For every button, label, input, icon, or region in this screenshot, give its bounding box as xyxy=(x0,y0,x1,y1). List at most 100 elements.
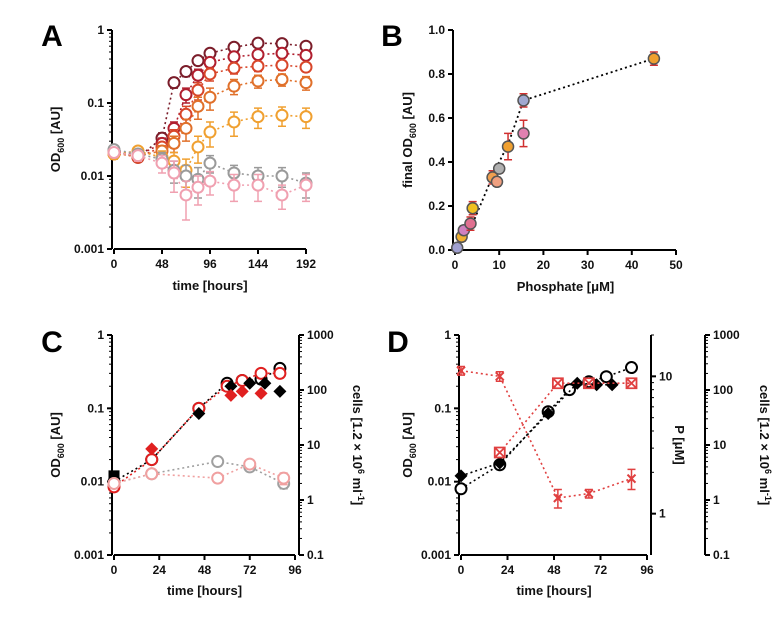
data-point xyxy=(235,384,249,398)
data-point xyxy=(273,384,287,398)
data-point xyxy=(299,60,313,74)
y-tick-label: 0.01 xyxy=(81,169,105,183)
data-point xyxy=(145,442,159,456)
data-point xyxy=(224,388,238,402)
series-line xyxy=(113,460,285,485)
panel-letter: D xyxy=(387,326,409,359)
x-tick-label: 10 xyxy=(493,258,507,272)
data-point xyxy=(454,469,468,483)
data-point xyxy=(625,377,638,390)
data-point xyxy=(258,376,272,390)
y2-axis-label-end: ] xyxy=(350,501,365,505)
data-point xyxy=(167,136,181,150)
data-point xyxy=(275,58,289,72)
x-tick-label: 0 xyxy=(111,257,118,271)
data-point xyxy=(605,378,619,392)
series-line xyxy=(113,78,307,157)
y-tick-label: 1 xyxy=(444,328,451,342)
series-2 xyxy=(456,365,637,509)
y2-tick-label: 10 xyxy=(659,369,673,383)
data-point xyxy=(251,59,265,73)
data-point xyxy=(251,36,265,50)
data-point xyxy=(599,370,613,384)
data-point xyxy=(275,169,289,183)
y-axis-label: final OD600 [AU] xyxy=(400,92,418,188)
data-point xyxy=(227,50,241,64)
data-point xyxy=(191,99,205,113)
x-axis-label: time [hours] xyxy=(516,583,591,598)
x-tick-label: 96 xyxy=(288,563,302,577)
data-point xyxy=(179,121,193,135)
data-point xyxy=(517,127,530,140)
data-point xyxy=(227,115,241,129)
data-point xyxy=(275,188,289,202)
x-tick-label: 144 xyxy=(248,257,268,271)
x-tick-label: 50 xyxy=(669,258,683,272)
y-axis-label-text: final OD xyxy=(400,138,415,188)
data-point xyxy=(191,68,205,82)
y2-axis-label: cells [1.2 × 106 ml-1] xyxy=(757,385,773,505)
y2-tick-label: 0.1 xyxy=(713,548,730,562)
data-point xyxy=(299,76,313,90)
data-point xyxy=(275,46,289,60)
data-point xyxy=(273,366,287,380)
data-point xyxy=(107,145,121,159)
data-point xyxy=(454,482,468,496)
y2-axis-label-sup: 6 xyxy=(763,469,773,474)
data-point xyxy=(191,140,205,154)
data-point xyxy=(275,108,289,122)
data-point xyxy=(167,76,181,90)
panel-letter: C xyxy=(41,326,63,359)
y-tick-label: 0.001 xyxy=(74,242,104,256)
fit-line xyxy=(454,57,655,249)
data-point xyxy=(450,241,464,255)
data-point xyxy=(553,493,563,503)
data-point xyxy=(179,107,193,121)
x-tick-label: 72 xyxy=(594,563,608,577)
data-point xyxy=(299,178,313,192)
x-tick-label: 20 xyxy=(537,258,551,272)
y2-tick-label: 1 xyxy=(307,493,314,507)
data-point xyxy=(251,178,265,192)
data-point xyxy=(563,383,576,397)
data-point xyxy=(203,90,217,104)
y2-axis-label-text: cells [1.2 × 10 xyxy=(757,385,772,469)
y2-axis-label: cells [1.2 × 106 ml-1] xyxy=(350,385,366,505)
data-point xyxy=(179,65,193,79)
x-tick-label: 48 xyxy=(155,257,169,271)
y2-axis-label-unit: ml xyxy=(757,474,772,493)
x-tick-label: 48 xyxy=(198,563,212,577)
data-point xyxy=(456,365,466,376)
data-point xyxy=(131,149,145,163)
data-point xyxy=(490,175,504,189)
y-axis-label: OD600 [AU] xyxy=(400,412,418,478)
x-tick-label: 24 xyxy=(501,563,515,577)
y-tick-label: 0.001 xyxy=(421,548,451,562)
data-point xyxy=(570,376,584,390)
data-point xyxy=(251,48,265,62)
y-axis-label-sub: 600 xyxy=(408,123,418,138)
data-point xyxy=(243,376,257,390)
y-tick-label: 0.2 xyxy=(428,199,445,213)
y-tick-label: 0.01 xyxy=(428,475,452,489)
series-6 xyxy=(107,457,291,490)
y2-tick-label: 100 xyxy=(307,383,327,397)
data-point xyxy=(582,377,595,390)
data-point xyxy=(145,467,159,481)
data-point xyxy=(551,377,564,390)
x-tick-label: 72 xyxy=(243,563,257,577)
series-line xyxy=(113,64,307,159)
data-point xyxy=(464,217,477,230)
data-point xyxy=(227,178,241,192)
data-point xyxy=(107,476,121,490)
y-tick-label: 0.6 xyxy=(428,111,445,125)
data-point xyxy=(626,473,637,484)
data-point xyxy=(299,110,313,124)
y2-tick-label: 100 xyxy=(713,383,733,397)
data-point xyxy=(299,48,313,62)
series-3 xyxy=(493,377,638,459)
y2-axis-label-sup2: -1 xyxy=(356,493,366,501)
x-tick-label: 96 xyxy=(203,257,217,271)
series-line xyxy=(113,114,307,172)
series-line xyxy=(460,382,613,477)
